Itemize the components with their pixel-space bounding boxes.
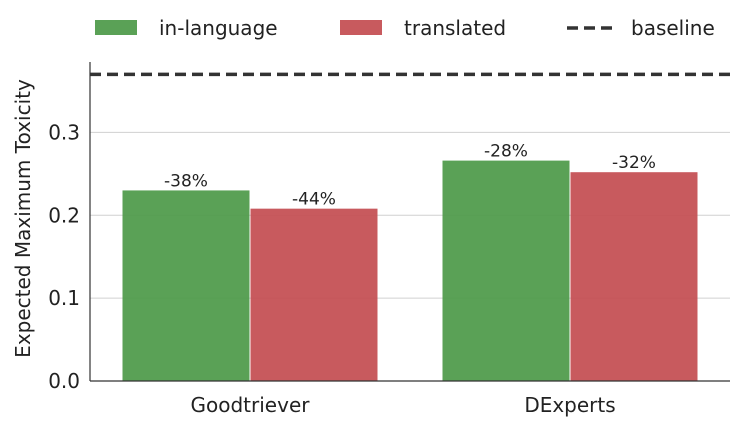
y-tick-labels: 0.0 0.1 0.2 0.3 — [48, 120, 80, 393]
legend-swatch — [340, 20, 382, 35]
legend-item-in-language: in-language — [95, 16, 278, 40]
legend-item-baseline: baseline — [567, 16, 715, 40]
legend-label: baseline — [631, 16, 715, 40]
bar-data-label: -28% — [484, 142, 528, 162]
bar-in-language-goodtriever — [122, 190, 250, 381]
bar-translated-dexperts — [570, 172, 698, 381]
y-tick-label: 0.2 — [48, 203, 80, 227]
bar-data-label: -44% — [292, 190, 336, 210]
bar-translated-goodtriever — [250, 208, 378, 381]
legend-item-translated: translated — [340, 16, 506, 40]
bar-data-label: -32% — [612, 153, 656, 173]
x-category-label: DExperts — [524, 393, 615, 417]
bar-data-label: -38% — [164, 171, 208, 191]
legend-label: translated — [404, 16, 506, 40]
y-tick-label: 0.0 — [48, 369, 80, 393]
bars: -38% -44% -28% -32% — [122, 142, 698, 381]
y-tick-label: 0.3 — [48, 120, 80, 144]
x-category-label: Goodtriever — [191, 393, 311, 417]
y-axis-title: Expected Maximum Toxicity — [11, 79, 35, 358]
y-tick-label: 0.1 — [48, 286, 80, 310]
legend-swatch — [95, 20, 137, 35]
legend-label: in-language — [159, 16, 278, 40]
legend: in-language translated baseline — [95, 16, 715, 40]
axes — [89, 62, 730, 382]
bar-in-language-dexperts — [442, 160, 570, 381]
x-category-labels: Goodtriever DExperts — [191, 393, 616, 417]
